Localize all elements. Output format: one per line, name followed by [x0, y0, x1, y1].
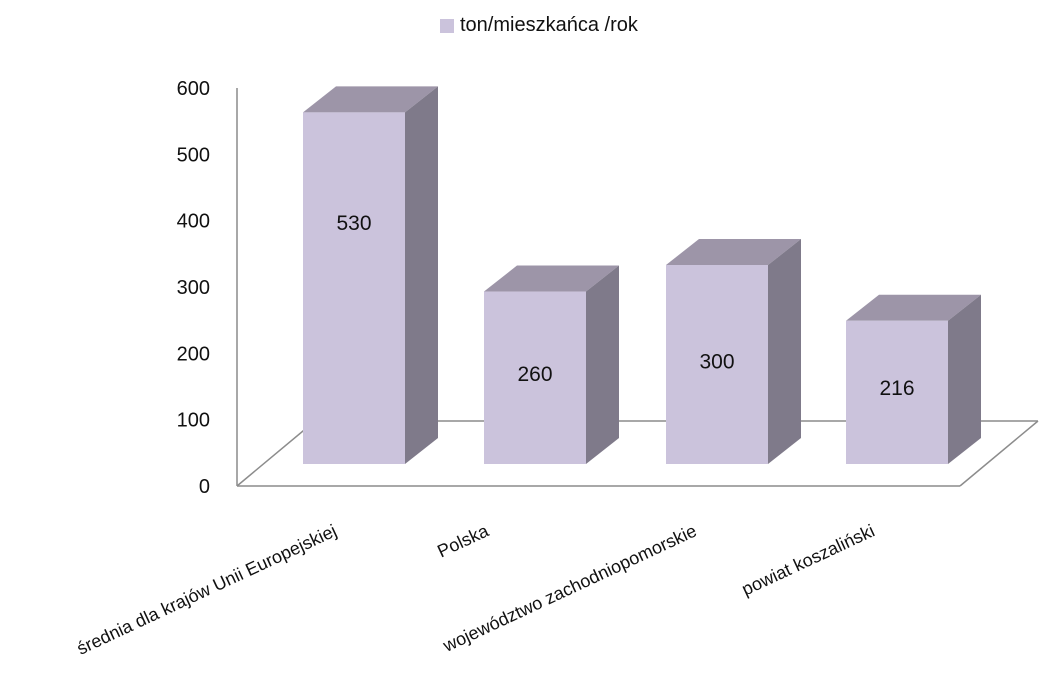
data-label: 300: [699, 350, 734, 373]
floor-right-edge: [959, 420, 1039, 487]
bar-side-face: [768, 239, 801, 464]
x-category-label: Polska: [434, 520, 492, 561]
data-label: 216: [879, 377, 914, 400]
data-label: 530: [336, 212, 371, 235]
bar-front-face: [666, 265, 768, 464]
y-tick-label: 300: [177, 277, 210, 299]
data-label: 260: [517, 363, 552, 386]
bar-top-face: [484, 265, 619, 292]
y-tick-label: 200: [177, 343, 210, 365]
legend: ton/mieszkańca /rok: [440, 14, 638, 37]
x-category-label: średnia dla krajów Unii Europejskiej: [74, 520, 340, 658]
bar-side-face: [405, 86, 438, 464]
y-tick-label: 600: [177, 78, 210, 100]
bar-top-face: [846, 294, 981, 321]
bar-front-face: [303, 112, 405, 464]
bar-front-face: [846, 320, 948, 464]
bar-front-face: [484, 291, 586, 464]
y-tick-label: 100: [177, 410, 210, 432]
y-tick-label: 0: [199, 476, 210, 498]
bar-top-face: [666, 239, 801, 265]
x-category-label: powiat koszaliński: [739, 520, 878, 599]
floor-left-edge: [236, 420, 316, 487]
legend-label: ton/mieszkańca /rok: [460, 14, 638, 36]
y-tick-label: 500: [177, 144, 210, 166]
legend-swatch: [440, 18, 454, 33]
bar-top-face: [303, 86, 438, 113]
y-tick-label: 400: [177, 211, 210, 233]
bar-side-face: [586, 265, 619, 464]
bar-side-face: [948, 294, 981, 464]
